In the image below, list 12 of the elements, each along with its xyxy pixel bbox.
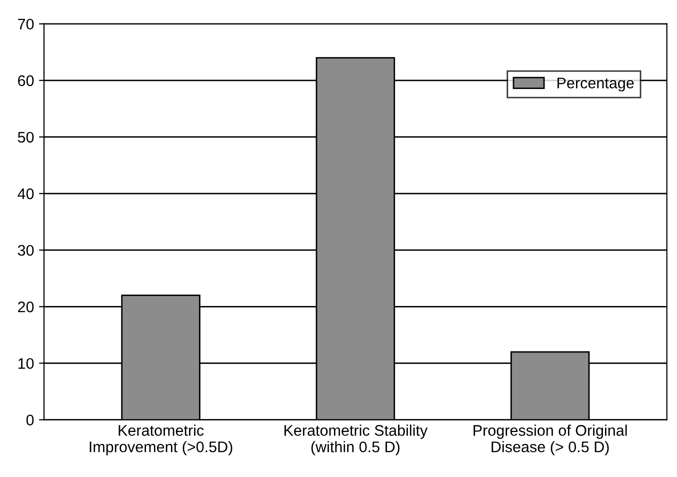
y-tick-label: 10: [18, 358, 34, 369]
y-tick-label: 70: [18, 18, 34, 30]
y-tick-label: 60: [18, 75, 34, 86]
y-tick-label: 40: [18, 188, 34, 200]
x-tick-label: Progression of Original Disease (> 0.5 D): [474, 424, 627, 456]
y-tick-label: 0: [26, 414, 34, 426]
y-tick-label: 50: [18, 132, 34, 143]
y-tick-label: 20: [18, 302, 34, 312]
y-tick-label: 30: [18, 244, 34, 256]
legend-label: Percentage: [558, 78, 634, 92]
x-tick-label: Keratometric Stability (within 0.5 D): [284, 424, 428, 456]
x-tick-label: Keratometric Improvement (>0.5D): [90, 424, 232, 456]
